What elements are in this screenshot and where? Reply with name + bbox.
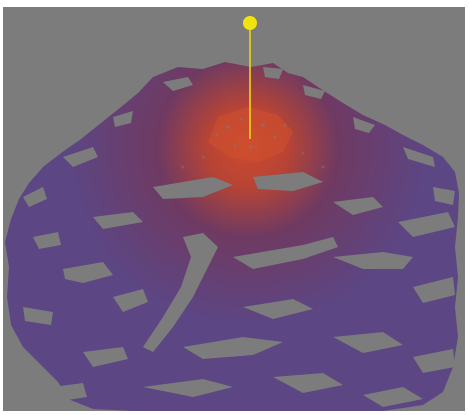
heat-speckle xyxy=(181,117,325,169)
pin-head[interactable] xyxy=(243,16,257,30)
3d-viewport[interactable] xyxy=(3,7,465,411)
terrain-surface xyxy=(5,62,459,411)
terrain-gaps xyxy=(23,67,455,407)
terrain-scene[interactable] xyxy=(3,7,465,411)
pin-marker-icon[interactable] xyxy=(243,16,257,139)
